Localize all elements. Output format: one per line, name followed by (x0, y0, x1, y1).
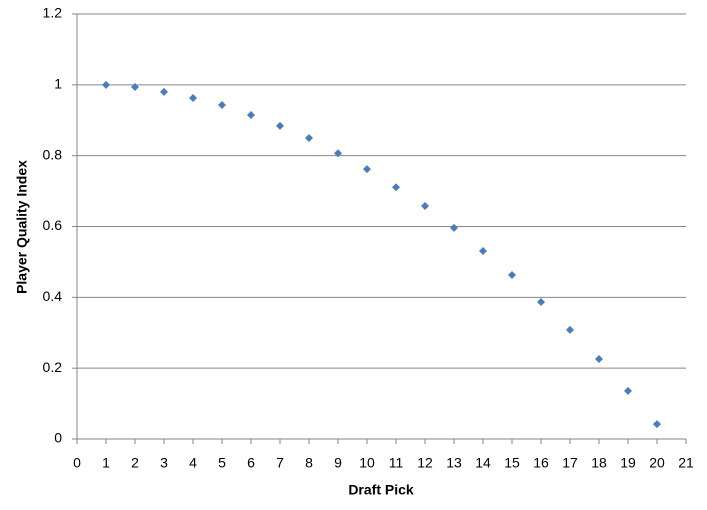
y-tick-label: 0.4 (43, 288, 63, 304)
point (537, 297, 545, 306)
y-tick-label: 0.2 (43, 359, 63, 375)
point (566, 325, 574, 334)
point (421, 201, 429, 210)
x-tick-label: 14 (475, 455, 491, 471)
x-tick-label: 5 (218, 455, 226, 471)
point (392, 183, 400, 192)
x-axis-title: Draft Pick (348, 482, 414, 498)
x-tick-label: 15 (504, 455, 520, 471)
x-tick-label: 10 (359, 455, 375, 471)
point (653, 420, 661, 429)
x-tick-label: 11 (389, 455, 404, 471)
x-tick-label: 7 (276, 455, 284, 471)
point (595, 354, 603, 363)
point (102, 80, 110, 89)
point (363, 165, 371, 174)
point (450, 223, 458, 232)
x-tick-label: 21 (678, 455, 694, 471)
x-tick-label: 16 (533, 455, 549, 471)
x-tick-label: 12 (417, 455, 433, 471)
point (479, 246, 487, 255)
x-tick-label: 17 (562, 455, 578, 471)
x-tick-label: 1 (102, 455, 110, 471)
point (247, 110, 255, 119)
x-tick-label: 19 (620, 455, 636, 471)
point (218, 101, 226, 110)
x-tick-label: 3 (160, 455, 168, 471)
x-tick-label: 2 (131, 455, 139, 471)
y-tick-label: 0.6 (43, 217, 63, 233)
x-tick-label: 0 (73, 455, 81, 471)
x-tick-label: 4 (189, 455, 197, 471)
y-axis-title: Player Quality Index (14, 160, 30, 294)
x-tick-label: 9 (334, 455, 342, 471)
x-tick-label: 20 (649, 455, 665, 471)
x-tick-label: 13 (446, 455, 462, 471)
x-tick-label: 18 (591, 455, 607, 471)
y-tick-label: 1 (54, 76, 62, 92)
point (305, 133, 313, 142)
point (160, 87, 168, 96)
x-tick-label: 6 (247, 455, 255, 471)
x-tick-label: 8 (305, 455, 313, 471)
point (334, 149, 342, 158)
point (276, 121, 284, 130)
point (624, 386, 632, 395)
point (508, 271, 516, 280)
y-tick-label: 0.8 (43, 146, 63, 162)
y-tick-label: 1.2 (43, 5, 63, 21)
y-tick-label: 0 (54, 430, 62, 446)
point (189, 93, 197, 102)
point (131, 82, 139, 91)
